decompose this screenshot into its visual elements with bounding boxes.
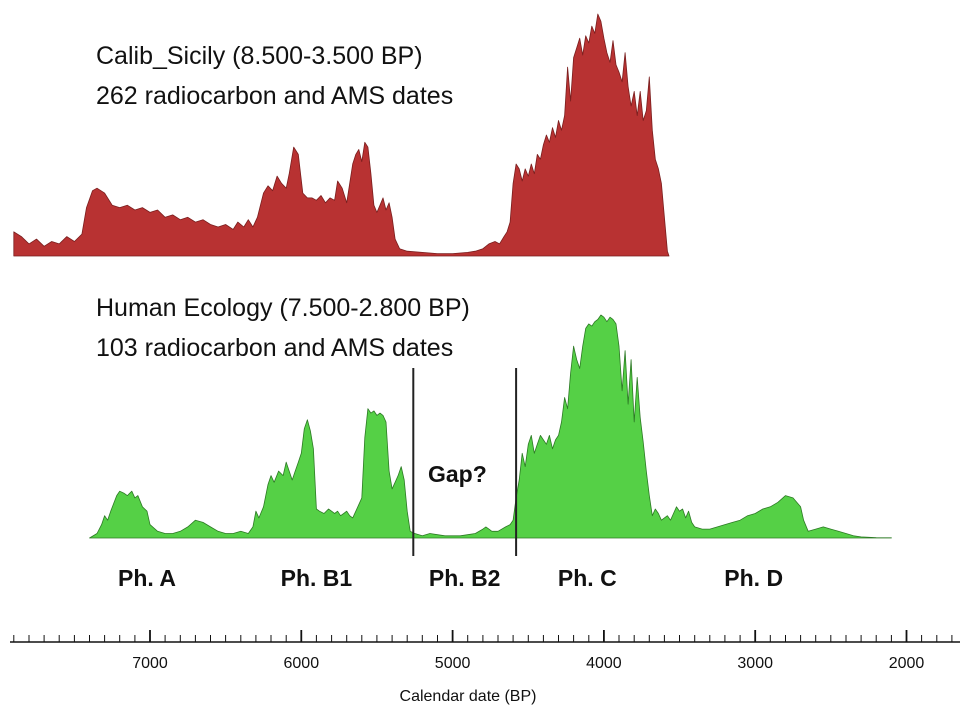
tick-label-3000: 3000 <box>737 655 773 672</box>
phase-label-ph-b1: Ph. B1 <box>281 565 353 591</box>
calib-sicily-area <box>13 13 670 257</box>
phase-labels: Ph. A Ph. B1 Ph. B2 Ph. C Ph. D <box>118 565 783 591</box>
x-axis-ticks: 7000 6000 5000 4000 3000 2000 <box>13 630 953 672</box>
tick-label-2000: 2000 <box>889 655 925 672</box>
phase-label-ph-b2: Ph. B2 <box>429 565 501 591</box>
area-series-group <box>13 13 892 539</box>
phase-label-ph-d: Ph. D <box>724 565 783 591</box>
tick-label-5000: 5000 <box>435 655 471 672</box>
phase-label-ph-c: Ph. C <box>558 565 617 591</box>
tick-label-7000: 7000 <box>132 655 168 672</box>
x-axis-title: Calendar date (BP) <box>400 688 537 705</box>
human-ecology-label-line2: 103 radiocarbon and AMS dates <box>96 334 453 362</box>
tick-label-6000: 6000 <box>284 655 320 672</box>
human-ecology-area <box>89 314 892 539</box>
sicily-label-line2: 262 radiocarbon and AMS dates <box>96 82 453 110</box>
gap-label: Gap? <box>428 461 487 487</box>
phase-dividers <box>412 368 518 556</box>
human-ecology-label-line1: Human Ecology (7.500-2.800 BP) <box>96 294 470 322</box>
phase-label-ph-a: Ph. A <box>118 565 176 591</box>
sicily-label-line1: Calib_Sicily (8.500-3.500 BP) <box>96 42 423 70</box>
tick-label-4000: 4000 <box>586 655 622 672</box>
